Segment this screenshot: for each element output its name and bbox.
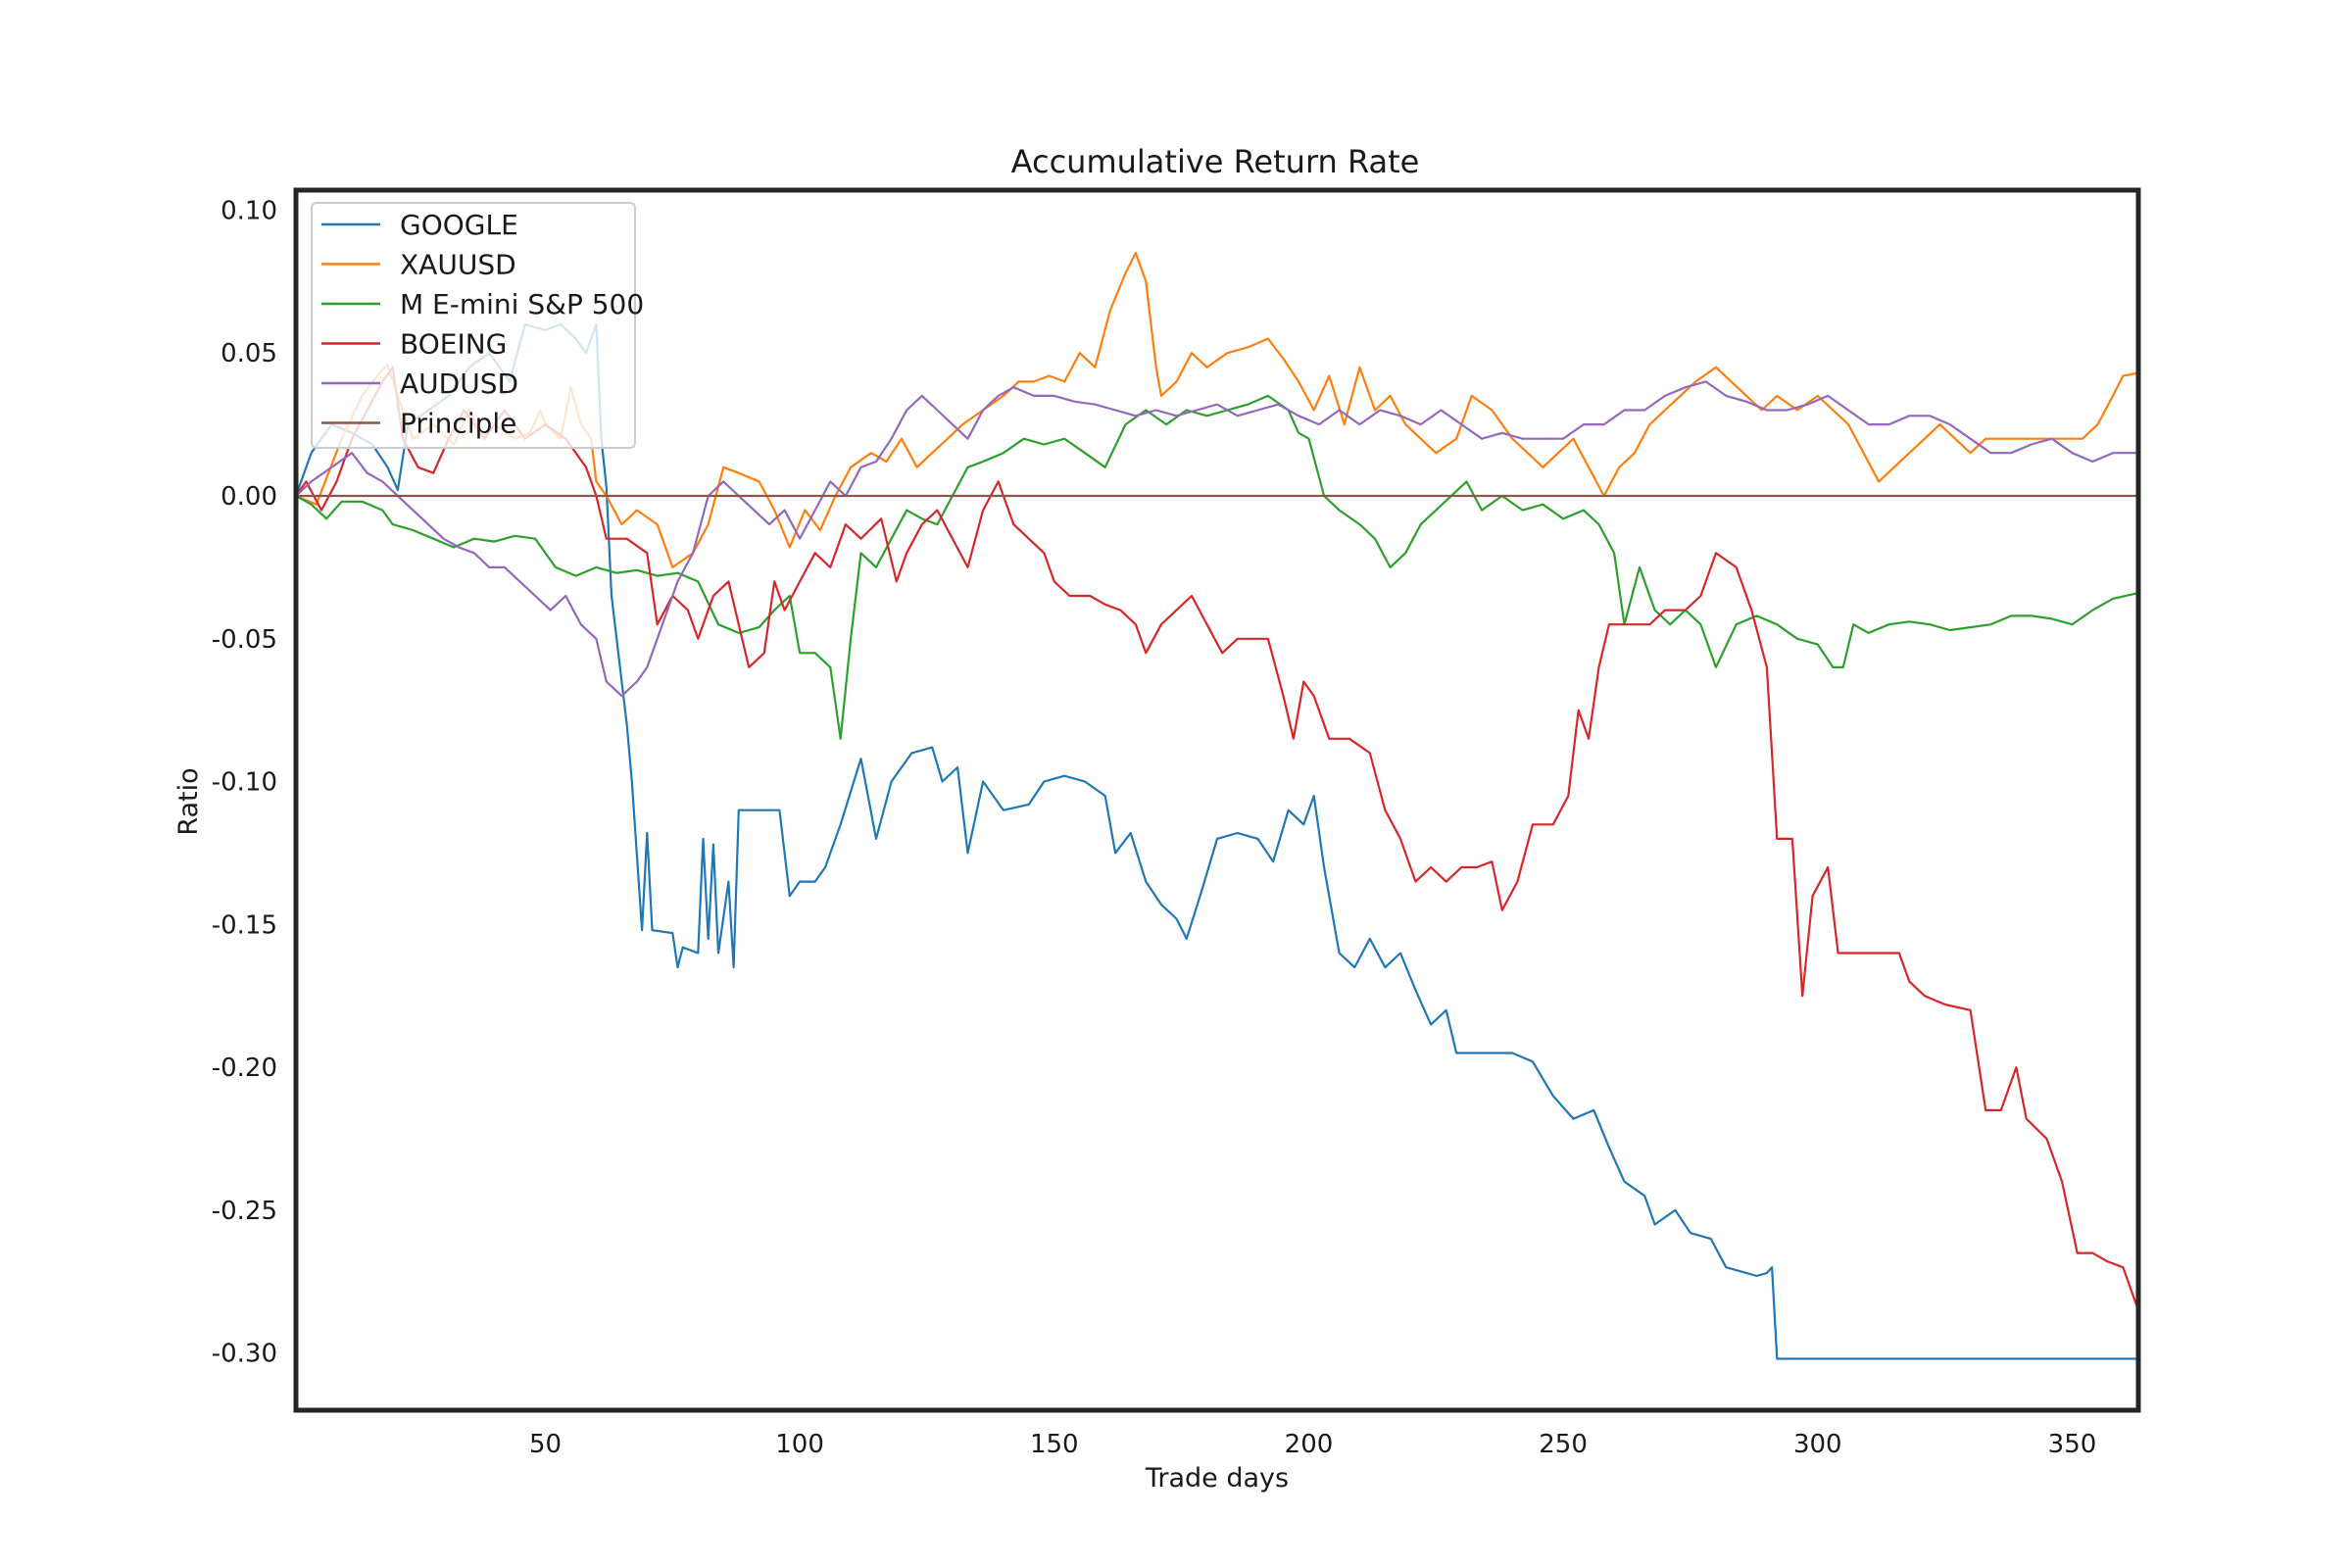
x-tick-label: 50 <box>529 1430 562 1459</box>
y-tick-label: -0.10 <box>212 768 277 798</box>
legend-label: BOEING <box>400 328 507 361</box>
legend-frame <box>311 202 636 449</box>
y-tick-label: 0.05 <box>220 339 277 368</box>
y-tick-label: -0.05 <box>212 625 277 655</box>
y-axis-label: Ratio <box>173 767 204 835</box>
x-tick-label: 150 <box>1030 1430 1079 1459</box>
y-tick-label: 0.00 <box>220 482 277 512</box>
legend: GOOGLE XAUUSD M E-mini S&P 500 BOEING AUDUSD… <box>311 202 644 449</box>
y-tick-label: -0.20 <box>212 1054 277 1083</box>
plot-frame <box>293 187 2141 1413</box>
x-axis-label: Trade days <box>1145 1463 1289 1494</box>
y-tick-label: -0.25 <box>212 1197 277 1226</box>
series-line-0 <box>294 322 2138 1360</box>
legend-label: Principle <box>400 408 516 440</box>
legend-label: M E-mini S&P 500 <box>400 288 644 320</box>
legend-items: GOOGLE XAUUSD M E-mini S&P 500 BOEING AUDUSD… <box>321 209 644 440</box>
x-tick-label: 200 <box>1285 1430 1334 1459</box>
legend-label: AUDUSD <box>400 368 518 400</box>
x-tick-label: 250 <box>1539 1430 1588 1459</box>
y-tick-label: 0.10 <box>220 196 277 225</box>
y-axis-ticks: 0.10 0.05 0.00 -0.05 -0.10 -0.15 -0.20 -0.25 -0.… <box>212 196 277 1368</box>
x-axis-ticks: 50 100 150 200 250 300 350 <box>529 1430 2096 1459</box>
legend-label: XAUUSD <box>400 249 516 281</box>
series-line-3 <box>295 366 2140 1311</box>
series-line-4 <box>295 380 2138 698</box>
x-tick-label: 100 <box>775 1430 824 1459</box>
x-tick-label: 350 <box>2048 1430 2097 1459</box>
y-tick-label: -0.15 <box>212 910 277 940</box>
legend-label: GOOGLE <box>400 209 518 241</box>
y-tick-label: -0.30 <box>212 1340 277 1369</box>
chart-title: Accumulative Return Rate <box>1011 143 1420 180</box>
x-tick-label: 300 <box>1793 1430 1842 1459</box>
